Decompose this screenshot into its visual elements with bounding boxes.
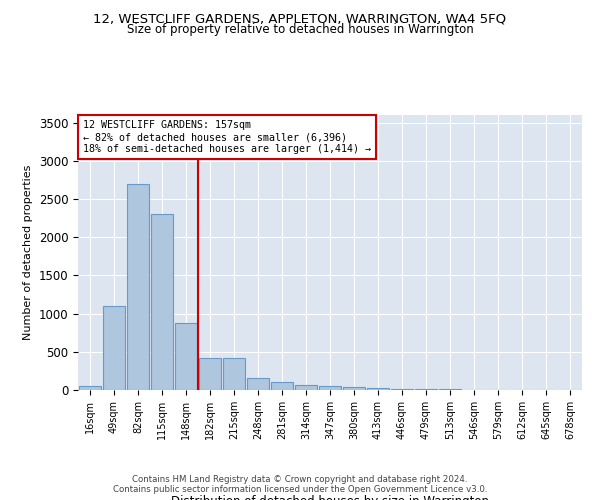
Bar <box>271 382 293 390</box>
Bar <box>415 389 437 390</box>
X-axis label: Distribution of detached houses by size in Warrington: Distribution of detached houses by size … <box>171 494 489 500</box>
Bar <box>295 384 317 390</box>
Bar <box>175 323 197 390</box>
Bar <box>103 306 125 390</box>
Y-axis label: Number of detached properties: Number of detached properties <box>23 165 33 340</box>
Bar <box>367 388 389 390</box>
Bar <box>247 378 269 390</box>
Bar <box>319 386 341 390</box>
Bar <box>79 386 101 390</box>
Text: 12, WESTCLIFF GARDENS, APPLETON, WARRINGTON, WA4 5FQ: 12, WESTCLIFF GARDENS, APPLETON, WARRING… <box>94 12 506 26</box>
Bar <box>343 387 365 390</box>
Bar <box>391 389 413 390</box>
Text: Contains HM Land Registry data © Crown copyright and database right 2024.
Contai: Contains HM Land Registry data © Crown c… <box>113 474 487 494</box>
Bar <box>223 358 245 390</box>
Text: 12 WESTCLIFF GARDENS: 157sqm
← 82% of detached houses are smaller (6,396)
18% of: 12 WESTCLIFF GARDENS: 157sqm ← 82% of de… <box>83 120 371 154</box>
Bar <box>151 214 173 390</box>
Text: Size of property relative to detached houses in Warrington: Size of property relative to detached ho… <box>127 22 473 36</box>
Bar <box>199 358 221 390</box>
Bar <box>127 184 149 390</box>
